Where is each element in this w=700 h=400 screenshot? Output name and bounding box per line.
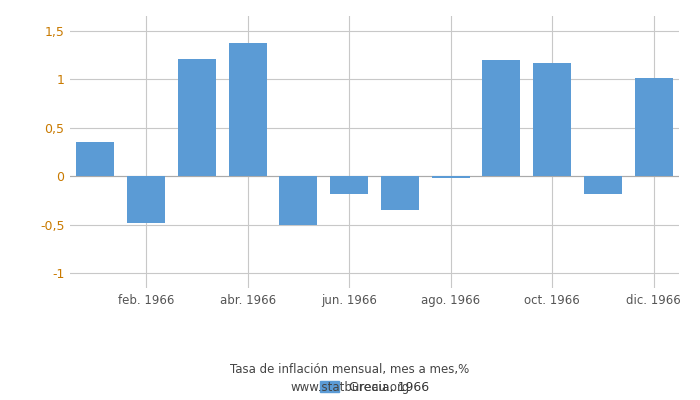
Bar <box>76 142 114 176</box>
Bar <box>533 63 571 176</box>
Text: Tasa de inflación mensual, mes a mes,%: Tasa de inflación mensual, mes a mes,% <box>230 364 470 376</box>
Bar <box>482 60 520 176</box>
Bar <box>330 176 368 194</box>
Bar <box>127 176 165 223</box>
Bar <box>584 176 622 194</box>
Bar <box>229 43 267 176</box>
Bar <box>381 176 419 210</box>
Bar <box>635 78 673 176</box>
Bar <box>432 176 470 178</box>
Text: www.statbureau.org: www.statbureau.org <box>290 382 410 394</box>
Bar <box>178 59 216 176</box>
Bar <box>279 176 317 225</box>
Legend: Grecia, 1966: Grecia, 1966 <box>315 376 434 399</box>
